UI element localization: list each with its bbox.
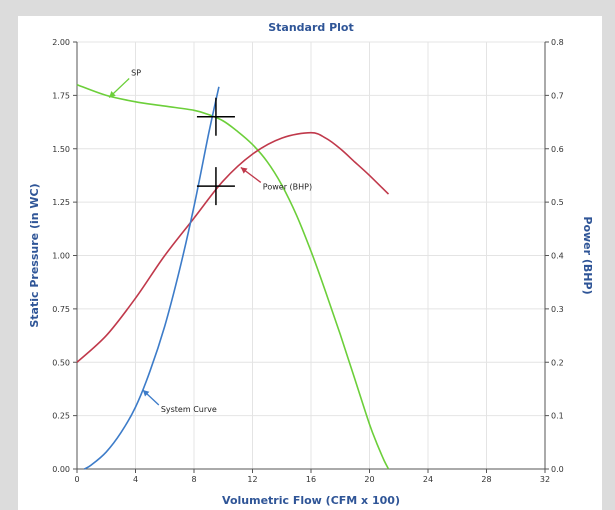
y-tick-label: 1.00 — [52, 252, 70, 261]
x-tick-label: 4 — [133, 475, 138, 484]
y2-tick-label: 0.5 — [551, 198, 564, 207]
y2-tick-label: 0.3 — [551, 305, 564, 314]
annotation-arrowhead — [142, 390, 150, 397]
x-tick-label: 0 — [74, 475, 79, 484]
x-tick-label: 20 — [364, 475, 374, 484]
y-tick-label: 0.50 — [52, 358, 70, 367]
y2-axis-title: Power (BHP) — [581, 216, 594, 294]
y2-tick-label: 0.2 — [551, 358, 564, 367]
series-line-power-bhp — [76, 131, 390, 363]
x-tick-label: 16 — [306, 475, 316, 484]
series-line-sp — [76, 83, 390, 470]
series-line-system-curve — [83, 86, 220, 470]
x-tick-label: 28 — [481, 475, 491, 484]
annotation-arrowhead — [240, 167, 248, 174]
y2-tick-label: 0.6 — [551, 145, 564, 154]
x-tick-label: 8 — [191, 475, 196, 484]
y-tick-label: 2.00 — [52, 38, 70, 47]
x-tick-label: 24 — [423, 475, 433, 484]
y-tick-label: 0.75 — [52, 305, 70, 314]
annotation-label: System Curve — [161, 405, 217, 414]
y2-tick-label: 0.8 — [551, 38, 564, 47]
chart-title: Standard Plot — [268, 21, 354, 34]
y-tick-label: 0.25 — [52, 412, 70, 421]
y-tick-label: 1.75 — [52, 91, 70, 100]
chart-canvas: 0 4 8 12 16 20 24 28 32 0.00 0.25 0.50 0.75 1.00 1.25 1… — [28, 21, 594, 507]
annotation-label: SP — [131, 69, 141, 78]
y-tick-label: 1.50 — [52, 145, 70, 154]
y2-tick-label: 0.4 — [551, 252, 564, 261]
y-tick-label: 0.00 — [52, 465, 70, 474]
x-tick-label: 12 — [247, 475, 257, 484]
y2-tick-label: 0.0 — [551, 465, 564, 474]
y-axis-title: Static Pressure (in WC) — [28, 183, 41, 327]
y2-tick-label: 0.7 — [551, 91, 564, 100]
x-axis-title: Volumetric Flow (CFM x 100) — [222, 494, 400, 507]
y-tick-label: 1.25 — [52, 198, 70, 207]
x-tick-label: 32 — [540, 475, 550, 484]
annotation-label: Power (BHP) — [263, 182, 312, 191]
y2-tick-label: 0.1 — [551, 412, 564, 421]
chart-frame: 0 4 8 12 16 20 24 28 32 0.00 0.25 0.50 0.75 1.00 1.25 1… — [18, 16, 602, 510]
annotation-arrowhead — [109, 91, 116, 98]
